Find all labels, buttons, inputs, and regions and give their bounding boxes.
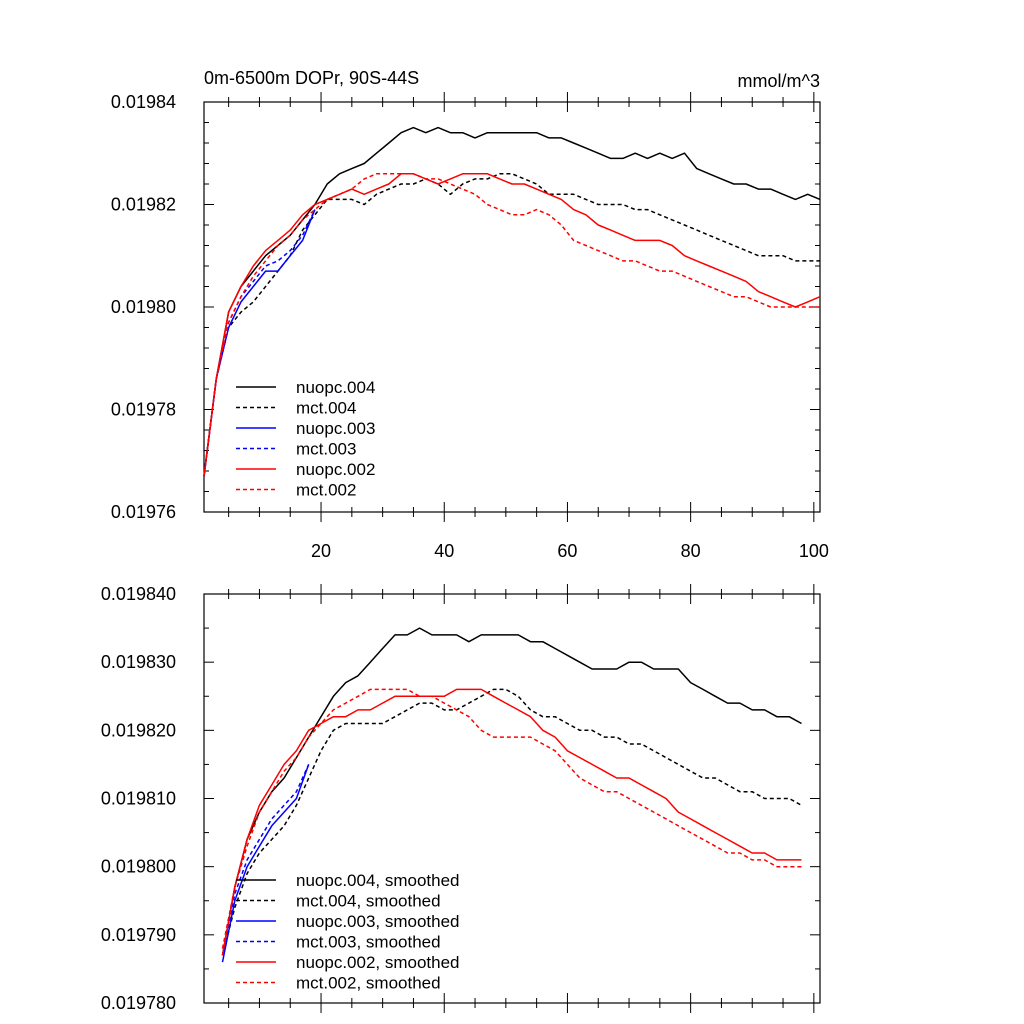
series-line-mct-002 bbox=[203, 173, 820, 477]
legend-label: mct.003, smoothed bbox=[296, 933, 441, 952]
legend-label: mct.002, smoothed bbox=[296, 974, 441, 993]
series-line-nuopc-004 bbox=[203, 126, 821, 477]
y-tick-label: 0.01982 bbox=[111, 195, 176, 215]
x-tick-label: 40 bbox=[434, 541, 454, 561]
legend-label: mct.002 bbox=[296, 481, 356, 500]
legend-label: mct.004, smoothed bbox=[296, 892, 441, 911]
x-tick-label: 60 bbox=[557, 541, 577, 561]
series-line-nuopc-004-smoothed bbox=[221, 627, 802, 956]
series-line-mct-004-smoothed bbox=[221, 688, 802, 956]
legend-label: nuopc.002 bbox=[296, 460, 375, 479]
y-tick-label: 0.019800 bbox=[101, 857, 176, 877]
plot-area-bottom: 0.019780 0.019790 0.019800 0.019810 0.019820… bbox=[101, 584, 821, 1013]
x-tick-label: 100 bbox=[799, 541, 829, 561]
series-line-nuopc-002 bbox=[203, 173, 821, 477]
series-line-mct-002-smoothed bbox=[221, 688, 802, 949]
legend-label: mct.004 bbox=[296, 399, 356, 418]
y-tick-label: 0.019840 bbox=[101, 584, 176, 604]
y-tick-label: 0.01978 bbox=[111, 400, 176, 420]
y-tick-label: 0.019790 bbox=[101, 925, 176, 945]
legend-label: nuopc.003, smoothed bbox=[296, 912, 460, 931]
chart-title: 0m-6500m DOPr, 90S-44S bbox=[204, 68, 419, 88]
y-tick-label: 0.01976 bbox=[111, 502, 176, 522]
y-tick-label: 0.019780 bbox=[101, 993, 176, 1013]
units-label: mmol/m^3 bbox=[738, 71, 820, 91]
series-line-mct-003-smoothed bbox=[221, 764, 310, 956]
x-tick-label: 20 bbox=[311, 541, 331, 561]
series-line-nuopc-003 bbox=[203, 209, 316, 477]
legend-label: nuopc.003 bbox=[296, 419, 375, 438]
y-tick-label: 0.019830 bbox=[101, 652, 176, 672]
panel-bottom: 0.019780 0.019790 0.019800 0.019810 0.019820… bbox=[101, 584, 821, 1013]
x-tick-label: 80 bbox=[681, 541, 701, 561]
series-line-nuopc-002-smoothed bbox=[221, 688, 802, 956]
panel-top: 0m-6500m DOPr, 90S-44S mmol/m^3 20 40 60 80… bbox=[111, 68, 829, 561]
legend-label: nuopc.004 bbox=[296, 378, 375, 397]
y-tick-label: 0.01984 bbox=[111, 92, 176, 112]
legend-label: nuopc.004, smoothed bbox=[296, 871, 460, 890]
plot-area-top: 20 40 60 80 100 0.01976 0.01978 0.01980 0.01982 0… bbox=[111, 92, 829, 561]
y-tick-label: 0.019810 bbox=[101, 789, 176, 809]
y-tick-label: 0.019820 bbox=[101, 720, 176, 740]
series-line-nuopc-003-smoothed bbox=[221, 764, 310, 963]
legend-label: mct.003 bbox=[296, 440, 356, 459]
legend-label: nuopc.002, smoothed bbox=[296, 953, 460, 972]
y-tick-label: 0.01980 bbox=[111, 297, 176, 317]
